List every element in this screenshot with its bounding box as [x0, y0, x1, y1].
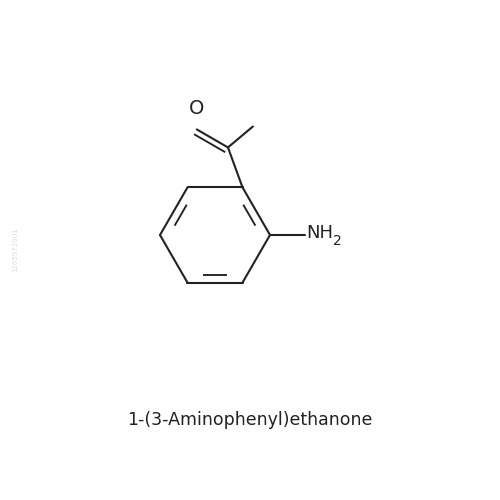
- Text: NH: NH: [306, 224, 333, 242]
- Text: 1-(3-Aminophenyl)ethanone: 1-(3-Aminophenyl)ethanone: [128, 411, 372, 429]
- Text: O: O: [189, 100, 204, 118]
- Text: 1265972001: 1265972001: [12, 228, 18, 272]
- Text: 2: 2: [332, 234, 342, 248]
